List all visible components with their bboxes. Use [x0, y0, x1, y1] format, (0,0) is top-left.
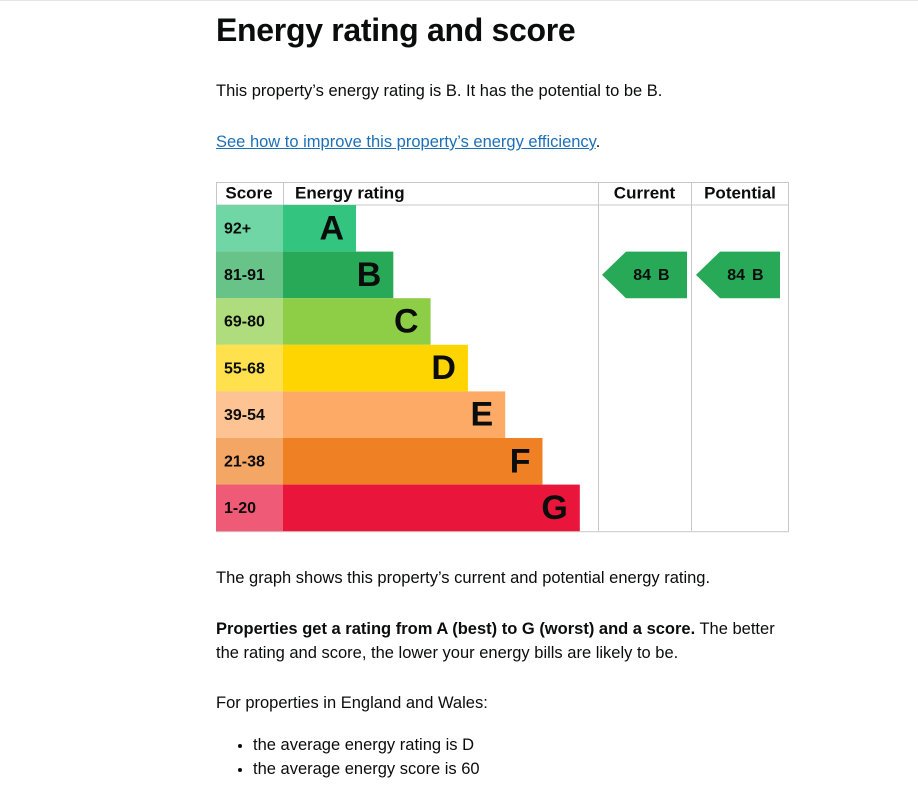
score-tint: [216, 438, 283, 485]
rating-paragraph: Properties get a rating from A (best) to…: [216, 617, 796, 665]
potential-letter: B: [752, 267, 764, 284]
score-cell: [216, 438, 283, 485]
score-label: 1-20: [224, 500, 256, 517]
potential-arrow: [696, 251, 780, 299]
average-item: the average energy score is 60: [253, 757, 480, 781]
score-label: 55-68: [224, 360, 265, 377]
score-tint: [216, 298, 283, 345]
average-item: the average energy rating is D: [253, 733, 480, 757]
england-intro: For properties in England and Wales:: [216, 694, 488, 712]
score-cell: [216, 391, 283, 438]
score-tint: [216, 391, 283, 438]
rating-bar: [283, 344, 468, 392]
column-header: Potential: [704, 183, 776, 202]
rating-letter: F: [510, 442, 531, 480]
averages-list: the average energy rating is D the avera…: [216, 733, 480, 781]
rating-bar: [283, 298, 431, 345]
divider: [0, 0, 918, 1]
column-header: Energy rating: [295, 183, 405, 202]
rating-letter: B: [357, 256, 382, 294]
rating-letter: A: [319, 209, 344, 247]
score-tint: [216, 205, 283, 252]
graph-note: The graph shows this property’s current …: [216, 569, 711, 587]
improve-paragraph: See how to improve this property’s energ…: [216, 130, 796, 154]
potential-score: 84: [727, 267, 745, 284]
score-label: 39-54: [224, 407, 265, 424]
score-tint: [216, 484, 283, 532]
improve-link[interactable]: See how to improve this property’s energ…: [216, 133, 596, 151]
current-arrow: [602, 251, 687, 299]
score-label: 81-91: [224, 267, 265, 284]
rating-rest: The better the rating and score, the low…: [216, 620, 775, 662]
rating-chart: Score Energy rating Current Potential 92+ A 81…: [216, 182, 789, 533]
score-tint: [216, 251, 283, 299]
rating-letter: C: [394, 302, 419, 340]
rating-bar: [283, 205, 356, 252]
rating-bar: [283, 251, 394, 299]
current-letter: B: [658, 267, 670, 284]
rating-letter: E: [471, 396, 494, 434]
link-suffix: .: [595, 133, 601, 151]
rating-bar: [283, 391, 506, 438]
column-header: Score: [225, 183, 272, 202]
score-label: 21-38: [224, 454, 265, 471]
current-score: 84: [633, 267, 651, 284]
score-tint: [216, 344, 283, 392]
score-label: 92+: [224, 221, 251, 238]
score-cell: [216, 484, 283, 532]
intro: This property’s energy rating is B. It h…: [216, 82, 663, 100]
heading: Energy rating and score: [216, 12, 576, 48]
rating-bar: [283, 438, 543, 485]
rating-letter: G: [541, 489, 567, 527]
rating-letter: D: [431, 349, 456, 387]
score-cell: [216, 298, 283, 345]
score-cell: [216, 205, 283, 252]
rating-bold: Properties get a rating from A (best) to…: [216, 620, 696, 638]
score-cell: [216, 251, 283, 299]
score-cell: [216, 344, 283, 392]
rating-bar: [283, 484, 580, 532]
score-label: 69-80: [224, 314, 265, 331]
column-header: Current: [614, 183, 676, 202]
